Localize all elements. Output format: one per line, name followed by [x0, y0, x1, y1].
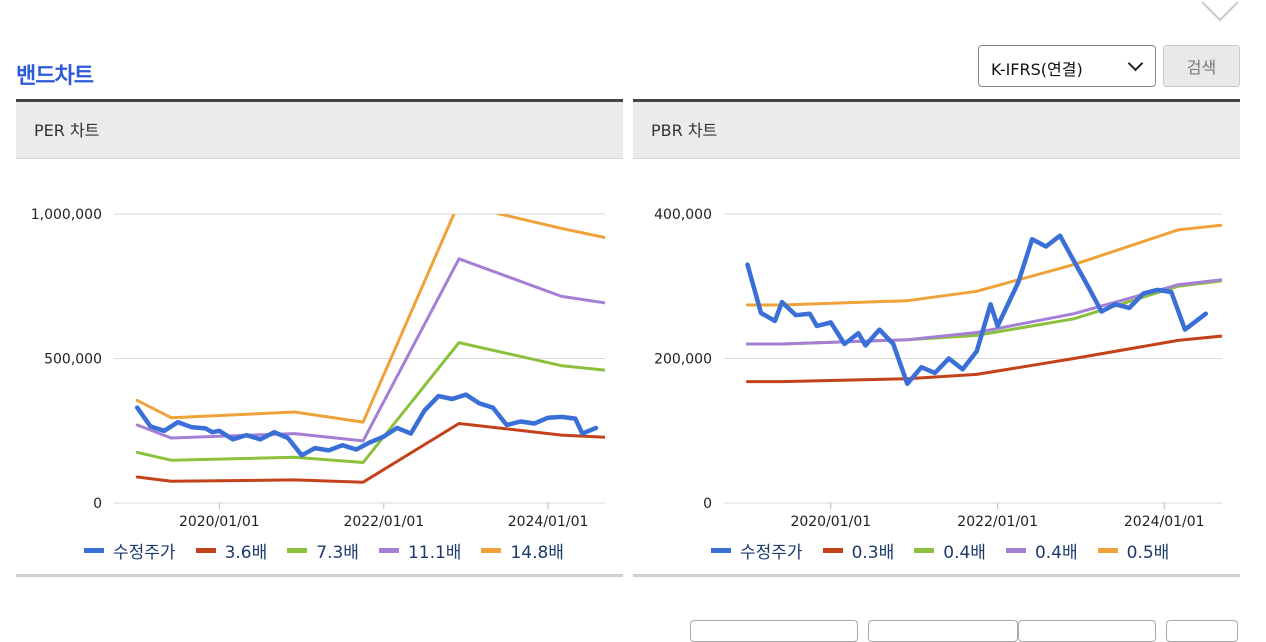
- legend-label: 7.3배: [316, 543, 359, 563]
- legend-swatch: [287, 548, 308, 553]
- select-value: K-IFRS(연결): [991, 60, 1083, 79]
- y-tick-label: 0: [703, 496, 712, 512]
- bottom-button-4[interactable]: [1166, 620, 1238, 642]
- series-line-band-4: [746, 223, 1222, 307]
- legend-label: 14.8배: [510, 543, 564, 563]
- collapse-chevron-icon[interactable]: [1201, 0, 1239, 22]
- series-line-price: [745, 233, 1209, 387]
- series-line-band-3: [135, 257, 605, 443]
- x-tick-label: 2022/01/01: [343, 514, 424, 530]
- legend-swatch: [914, 548, 935, 553]
- legend-label: 0.5배: [1126, 543, 1170, 563]
- legend-swatch: [378, 548, 399, 553]
- x-tick-label: 2020/01/01: [790, 514, 871, 530]
- accounting-standard-select[interactable]: K-IFRS(연결): [978, 45, 1156, 87]
- legend-label: 수정주가: [740, 543, 803, 563]
- legend-label: 0.3배: [851, 543, 895, 563]
- legend-item[interactable]: 수정주가: [711, 538, 803, 563]
- y-tick-label: 0: [93, 496, 102, 512]
- legend-swatch: [481, 548, 502, 553]
- legend-label: 0.4배: [1034, 543, 1078, 563]
- legend-item[interactable]: 11.1배: [378, 538, 462, 563]
- x-tick-label: 2020/01/01: [179, 514, 260, 530]
- series-line-price: [134, 392, 599, 458]
- legend-swatch: [822, 548, 843, 553]
- per-chart-header: PER 차트: [16, 102, 623, 159]
- legend-label: 3.6배: [224, 543, 268, 563]
- per-chart-legend: 수정주가 3.6배 7.3배 11.1배 14.8배: [84, 538, 584, 563]
- pbr-chart-legend: 수정주가 0.3배 0.4배 0.4배 0.5배: [711, 538, 1189, 563]
- series-line-band-2: [135, 341, 605, 464]
- bottom-button-1[interactable]: [690, 620, 858, 642]
- legend-label: 수정주가: [113, 543, 176, 563]
- y-tick-label: 1,000,000: [31, 207, 102, 223]
- series-line-band-1: [135, 422, 605, 484]
- legend-swatch: [84, 548, 104, 553]
- x-tick-label: 2024/01/01: [508, 514, 589, 530]
- per-chart-panel: PER 차트 1,000,000 500,000 0 2020/01/01 2022/0…: [16, 99, 623, 577]
- series-line-band-1: [746, 334, 1222, 384]
- legend-item[interactable]: 7.3배: [287, 538, 359, 563]
- per-chart: 1,000,000 500,000 0 2020/01/01 2022/01/01 202…: [31, 207, 605, 530]
- legend-item[interactable]: 0.4배: [1005, 538, 1078, 563]
- chevron-down-icon: [1127, 55, 1144, 72]
- series-line-band-2: [746, 279, 1222, 346]
- legend-swatch: [711, 548, 731, 553]
- series-line-band-4: [135, 214, 605, 424]
- pbr-chart-panel: PBR 차트 400,000 200,000 0 2020/01/01 2022/01/…: [633, 99, 1240, 577]
- legend-item[interactable]: 수정주가: [84, 538, 176, 563]
- legend-item[interactable]: 14.8배: [481, 538, 564, 563]
- x-tick-label: 2024/01/01: [1124, 514, 1205, 530]
- section-title: 밴드차트: [16, 64, 94, 89]
- legend-item[interactable]: 0.5배: [1097, 538, 1170, 563]
- series-line-band-3: [746, 278, 1222, 346]
- y-tick-label: 200,000: [654, 352, 712, 368]
- legend-swatch: [195, 548, 216, 553]
- y-tick-label: 500,000: [44, 352, 102, 368]
- pbr-chart: 400,000 200,000 0 2020/01/01 2022/01/01 2024/…: [654, 207, 1222, 530]
- legend-item[interactable]: 0.4배: [914, 538, 986, 563]
- legend-label: 0.4배: [943, 543, 986, 563]
- legend-swatch: [1005, 548, 1026, 553]
- bottom-button-3[interactable]: [1018, 620, 1156, 642]
- search-button[interactable]: 검색: [1163, 45, 1240, 87]
- pbr-chart-header: PBR 차트: [633, 102, 1240, 159]
- legend-label: 11.1배: [407, 543, 462, 563]
- x-tick-label: 2022/01/01: [957, 514, 1038, 530]
- legend-item[interactable]: 0.3배: [822, 538, 895, 563]
- y-tick-label: 400,000: [654, 207, 712, 223]
- bottom-button-2[interactable]: [868, 620, 1018, 642]
- legend-item[interactable]: 3.6배: [195, 538, 268, 563]
- legend-swatch: [1097, 548, 1118, 553]
